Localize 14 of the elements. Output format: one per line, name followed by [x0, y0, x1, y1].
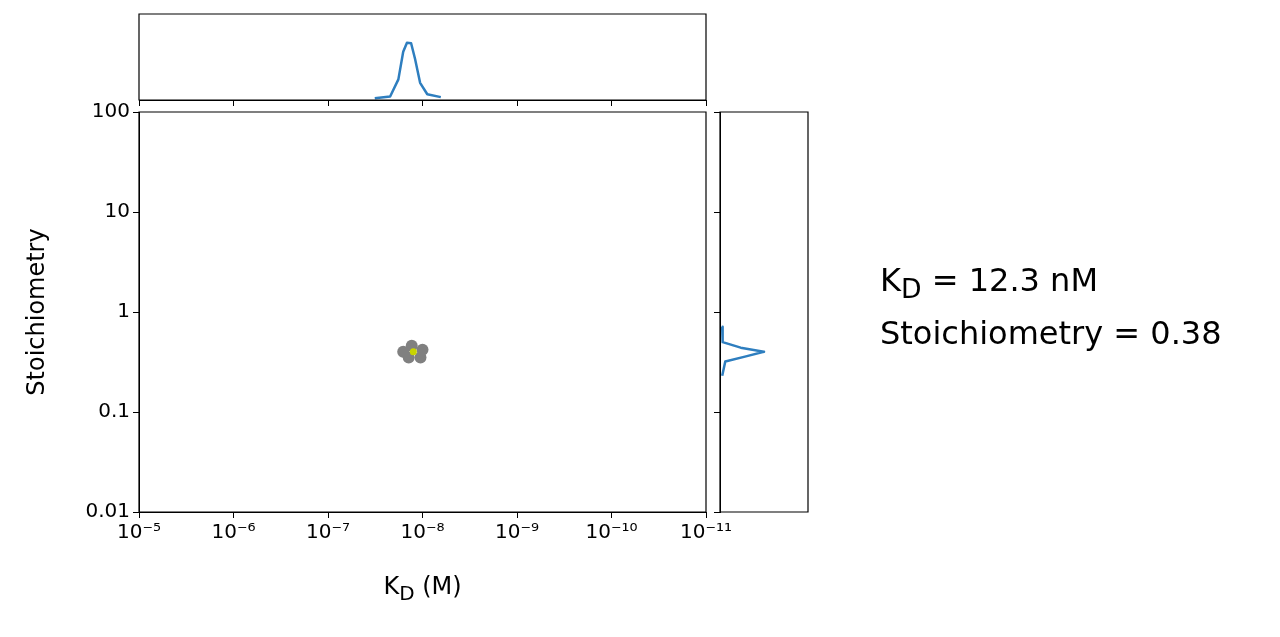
text: Stoichiometry = 0.38: [880, 313, 1222, 355]
y-tick-label: 10: [104, 198, 130, 223]
y-axis-title: Stoichiometry: [21, 228, 50, 396]
x-tick-label: 10⁻⁸: [400, 519, 445, 544]
y-tick-label: 1: [117, 298, 130, 323]
text: K$_{D}$ = 12.3 nM: [880, 260, 1099, 307]
x-tick-label: 10⁻¹¹: [679, 519, 733, 544]
x-tick-label: 10⁻⁷: [305, 519, 351, 544]
x-tick-label: 10⁻⁶: [211, 519, 256, 544]
x-tick-label: 10⁻¹⁰: [585, 519, 638, 544]
x-axis-title: K$_{D}$ (M): [383, 572, 462, 605]
y-tick-label: 0.1: [98, 398, 130, 423]
y-tick-label: 100: [91, 98, 130, 123]
x-tick-label: 10⁻⁹: [494, 519, 540, 544]
